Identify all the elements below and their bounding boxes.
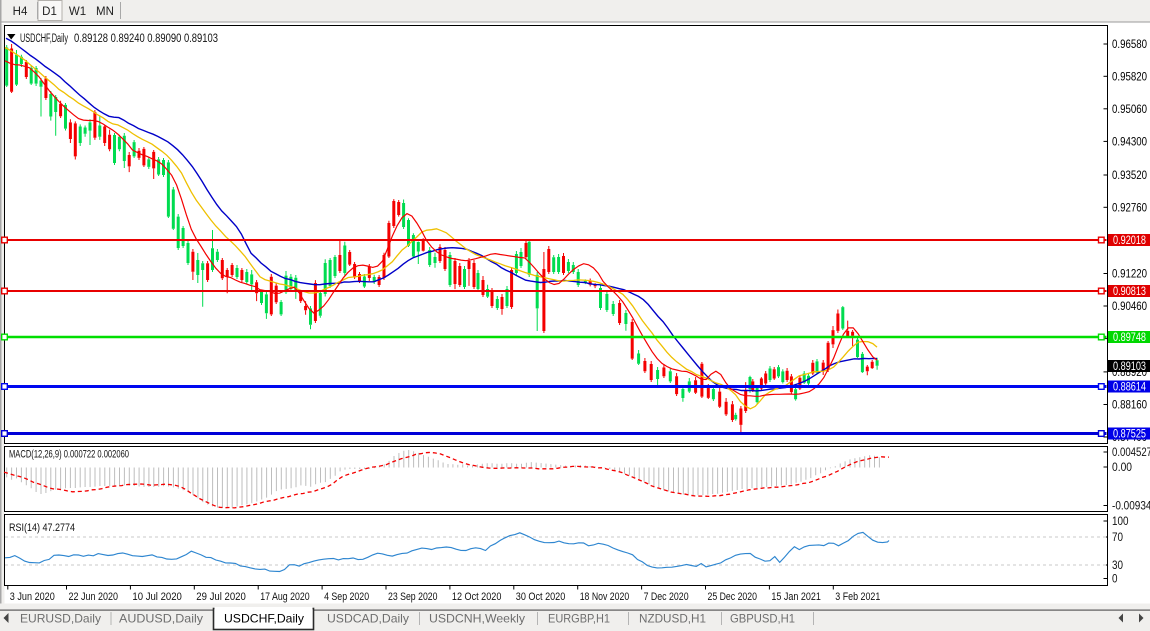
svg-text:30: 30 [1112,560,1123,572]
svg-text:0.95060: 0.95060 [1112,104,1147,116]
svg-text:RSI(14) 47.2774: RSI(14) 47.2774 [9,522,75,534]
svg-text:100: 100 [1112,516,1129,528]
svg-text:18 Nov 2020: 18 Nov 2020 [580,591,630,603]
svg-text:USDCNH,Weekly: USDCNH,Weekly [429,612,525,626]
svg-text:MACD(12,26,9) 0.000722 0.00206: MACD(12,26,9) 0.000722 0.002060 [9,449,129,461]
svg-text:-0.009348: -0.009348 [1112,501,1150,513]
svg-text:0.89103: 0.89103 [1113,361,1146,373]
svg-text:3 Jun 2020: 3 Jun 2020 [10,591,55,603]
svg-text:H4: H4 [13,6,28,18]
svg-text:0.00: 0.00 [1112,462,1132,474]
svg-text:23 Sep 2020: 23 Sep 2020 [388,591,438,603]
svg-text:25 Dec 2020: 25 Dec 2020 [708,591,758,603]
svg-text:0.92018: 0.92018 [1113,235,1146,247]
svg-text:0.004527: 0.004527 [1112,447,1150,459]
svg-text:0.95820: 0.95820 [1112,71,1147,83]
svg-text:0.89748: 0.89748 [1113,332,1146,344]
svg-text:4 Sep 2020: 4 Sep 2020 [324,591,369,603]
svg-text:17 Aug 2020: 17 Aug 2020 [260,591,310,603]
svg-text:0.89128 0.89240 0.89090 0.8910: 0.89128 0.89240 0.89090 0.89103 [74,33,218,45]
svg-text:0.92760: 0.92760 [1112,202,1147,214]
svg-text:10 Jul 2020: 10 Jul 2020 [132,591,182,603]
svg-text:0.88614: 0.88614 [1113,382,1146,394]
svg-text:EURUSD,Daily: EURUSD,Daily [20,612,101,626]
svg-text:0.90813: 0.90813 [1113,286,1146,298]
svg-text:USDCHF,Daily: USDCHF,Daily [224,612,304,626]
svg-text:AUDUSD,Daily: AUDUSD,Daily [119,612,203,626]
svg-text:3 Feb 2021: 3 Feb 2021 [835,591,880,603]
svg-text:30 Oct 2020: 30 Oct 2020 [516,591,566,603]
svg-text:GBPUSD,H1: GBPUSD,H1 [730,612,795,626]
svg-text:0.94300: 0.94300 [1112,136,1147,148]
svg-text:29 Jul 2020: 29 Jul 2020 [196,591,246,603]
svg-text:0.96580: 0.96580 [1112,39,1147,51]
svg-text:7 Dec 2020: 7 Dec 2020 [644,591,689,603]
svg-text:W1: W1 [69,6,86,18]
svg-text:0.87525: 0.87525 [1113,429,1146,441]
svg-text:EURGBP,H1: EURGBP,H1 [548,612,610,626]
svg-text:USDCHF,Daily: USDCHF,Daily [20,33,68,45]
svg-text:0.90460: 0.90460 [1112,301,1147,313]
svg-text:70: 70 [1112,532,1123,544]
svg-text:0.91220: 0.91220 [1112,269,1147,281]
svg-text:22 Jun 2020: 22 Jun 2020 [69,591,119,603]
svg-text:0.88160: 0.88160 [1112,400,1147,412]
svg-text:D1: D1 [42,6,57,18]
svg-text:NZDUSD,H1: NZDUSD,H1 [639,612,706,626]
svg-text:USDCAD,Daily: USDCAD,Daily [327,612,409,626]
svg-text:MN: MN [96,6,114,18]
svg-text:0: 0 [1112,574,1118,586]
svg-text:15 Jan 2021: 15 Jan 2021 [771,591,821,603]
svg-text:12 Oct 2020: 12 Oct 2020 [452,591,502,603]
svg-text:0.93520: 0.93520 [1112,170,1147,182]
